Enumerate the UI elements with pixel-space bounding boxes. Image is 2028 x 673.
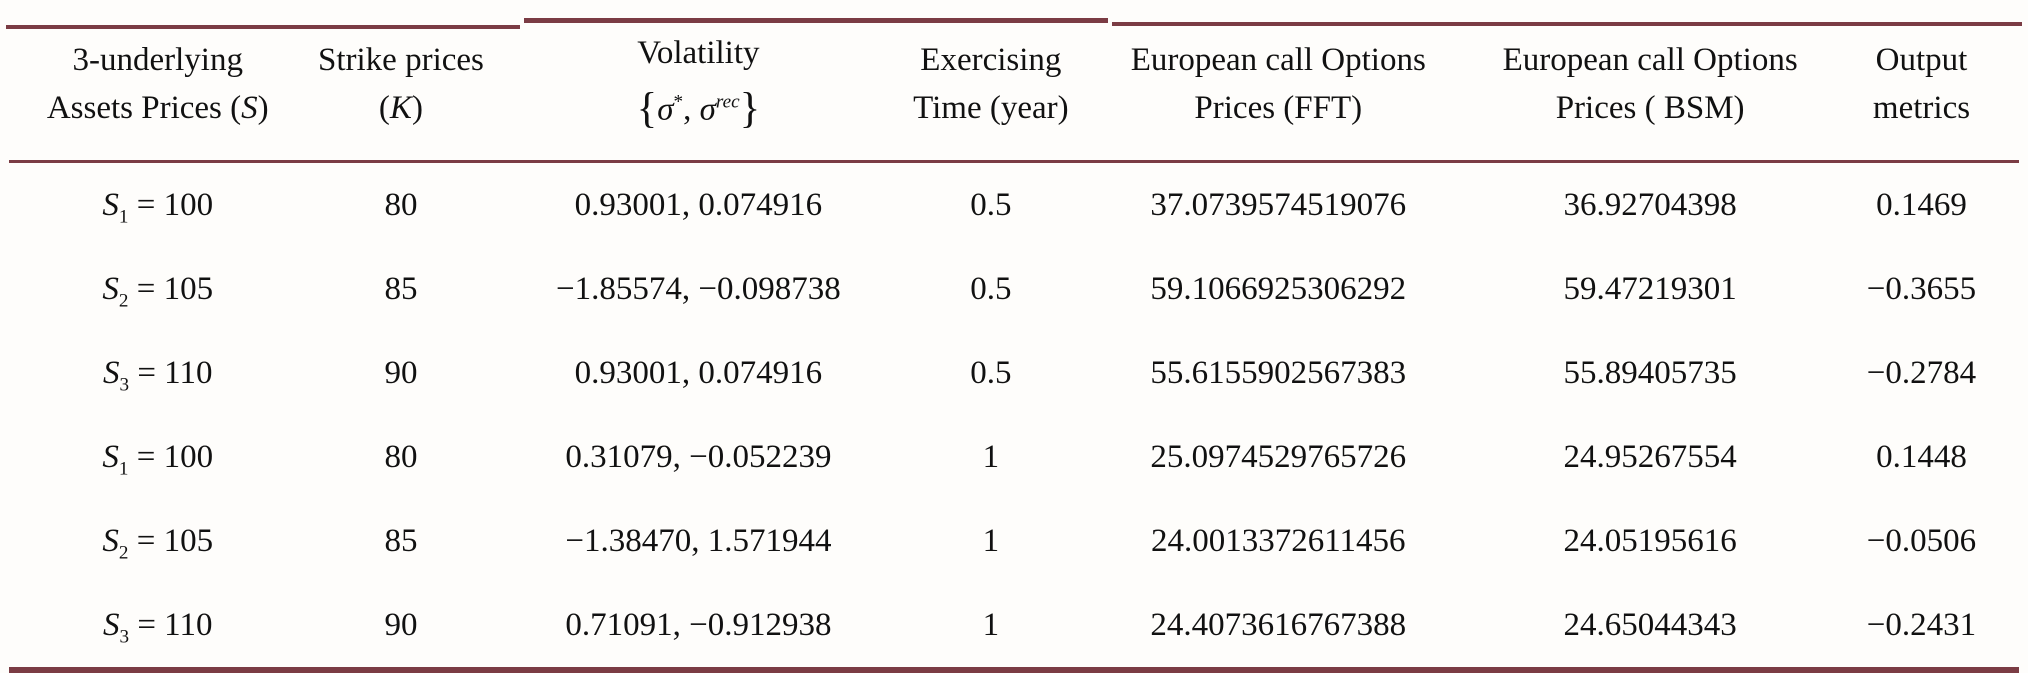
table-row: S2 = 105 85 −1.85574, −0.098738 0.5 59.10669… xyxy=(9,247,2019,331)
fft-price-cell: 59.1066925306292 xyxy=(1150,270,1407,307)
column-header-line2: Assets Prices (S) xyxy=(46,90,269,127)
options-pricing-table-figure: 3-underlying Assets Prices (S) Strike pric… xyxy=(0,16,2028,673)
volatility-cell: −1.38470, 1.571944 xyxy=(565,522,832,559)
output-metric-cell: −0.3655 xyxy=(1866,270,1977,307)
table-header: 3-underlying Assets Prices (S) Strike pric… xyxy=(9,16,2019,164)
column-header-line1: Strike prices xyxy=(318,42,484,79)
column-header-line2: metrics xyxy=(1872,90,1971,127)
fft-price-cell: 37.0739574519076 xyxy=(1150,186,1407,223)
table-row: S3 = 110 90 0.93001, 0.074916 0.5 55.6155902… xyxy=(9,331,2019,415)
column-header-line1: European call Options xyxy=(1502,42,1798,79)
asset-price-cell: S1 = 100 xyxy=(102,438,214,480)
table-row: S1 = 100 80 0.93001, 0.074916 0.5 37.0739574… xyxy=(9,162,2019,248)
volatility-cell: 0.71091, −0.912938 xyxy=(495,583,902,673)
table-top-rule-segment xyxy=(6,25,520,29)
fft-price-cell: 24.0013372611456 xyxy=(1151,522,1406,559)
output-metric-cell: 0.1469 xyxy=(1876,186,1967,223)
exercise-time-cell: 0.5 xyxy=(970,354,1012,391)
table-row: S3 = 110 90 0.71091, −0.912938 1 24.40736167… xyxy=(9,583,2019,673)
column-header-line2: {σ*, σrec} xyxy=(636,84,761,132)
strike-price-cell: 85 xyxy=(384,522,418,559)
column-header-line1: Output xyxy=(1875,42,1968,79)
table-top-rule-segment xyxy=(524,18,1108,23)
exercise-time-cell: 1 xyxy=(901,583,1081,673)
column-header-line2: (K) xyxy=(378,90,423,127)
bsm-price-cell: 24.05195616 xyxy=(1563,522,1737,559)
volatility-cell: −1.85574, −0.098738 xyxy=(556,270,841,307)
output-metric-cell: −0.0506 xyxy=(1866,522,1977,559)
column-header-line2: Time (year) xyxy=(913,90,1069,127)
bsm-price-cell: 24.65044343 xyxy=(1476,583,1824,673)
output-metric-cell: 0.1448 xyxy=(1876,438,1967,475)
fft-price-cell: 25.0974529765726 xyxy=(1150,438,1407,475)
bsm-price-cell: 55.89405735 xyxy=(1563,354,1737,391)
strike-price-cell: 80 xyxy=(384,186,418,223)
asset-price-cell: S1 = 100 xyxy=(102,186,214,228)
column-header-line2: Prices (FFT) xyxy=(1194,90,1363,127)
column-header-line2: Prices ( BSM) xyxy=(1555,90,1745,127)
table-row: S1 = 100 80 0.31079, −0.052239 1 25.09745297… xyxy=(9,415,2019,499)
column-header-line1: Exercising xyxy=(920,42,1062,79)
options-pricing-table: 3-underlying Assets Prices (S) Strike pric… xyxy=(9,16,2019,673)
column-header-line1: 3-underlying xyxy=(72,42,243,79)
column-header-volatility: Volatility {σ*, σrec} xyxy=(495,16,902,164)
exercise-time-cell: 1 xyxy=(982,522,1000,559)
table-row: S2 = 105 85 −1.38470, 1.571944 1 24.00133726… xyxy=(9,499,2019,583)
table-header-row: 3-underlying Assets Prices (S) Strike pric… xyxy=(9,16,2019,164)
output-metric-cell: −0.2784 xyxy=(1866,354,1977,391)
strike-price-cell: 85 xyxy=(384,270,418,307)
strike-price-cell: 90 xyxy=(306,583,496,673)
asset-price-cell: S2 = 105 xyxy=(102,270,214,312)
exercise-time-cell: 1 xyxy=(982,438,1000,475)
table-body: S1 = 100 80 0.93001, 0.074916 0.5 37.0739574… xyxy=(9,162,2019,673)
exercise-time-cell: 0.5 xyxy=(970,186,1012,223)
column-header-assets: 3-underlying Assets Prices (S) xyxy=(9,16,307,164)
strike-price-cell: 80 xyxy=(384,438,418,475)
volatility-cell: 0.93001, 0.074916 xyxy=(574,186,823,223)
column-header-fft: European call Options Prices (FFT) xyxy=(1080,16,1477,164)
column-header-strike: Strike prices (K) xyxy=(306,16,496,164)
bsm-price-cell: 36.92704398 xyxy=(1563,186,1737,223)
asset-price-cell: S3 = 110 xyxy=(9,583,307,673)
fft-price-cell: 55.6155902567383 xyxy=(1150,354,1407,391)
column-header-output: Output metrics xyxy=(1823,16,2019,164)
asset-price-cell: S2 = 105 xyxy=(102,522,214,564)
column-header-bsm: European call Options Prices ( BSM) xyxy=(1476,16,1824,164)
bsm-price-cell: 24.95267554 xyxy=(1563,438,1737,475)
volatility-cell: 0.31079, −0.052239 xyxy=(565,438,832,475)
column-header-time: Exercising Time (year) xyxy=(901,16,1081,164)
column-header-line1: Volatility xyxy=(637,35,760,71)
volatility-cell: 0.93001, 0.074916 xyxy=(574,354,823,391)
column-header-line1: European call Options xyxy=(1130,42,1426,79)
fft-price-cell: 24.4073616767388 xyxy=(1080,583,1477,673)
table-top-rule-segment xyxy=(1112,22,2022,26)
output-metric-cell: −0.2431 xyxy=(1823,583,2019,673)
asset-price-cell: S3 = 110 xyxy=(103,354,213,396)
exercise-time-cell: 0.5 xyxy=(970,270,1012,307)
strike-price-cell: 90 xyxy=(384,354,418,391)
bsm-price-cell: 59.47219301 xyxy=(1563,270,1737,307)
